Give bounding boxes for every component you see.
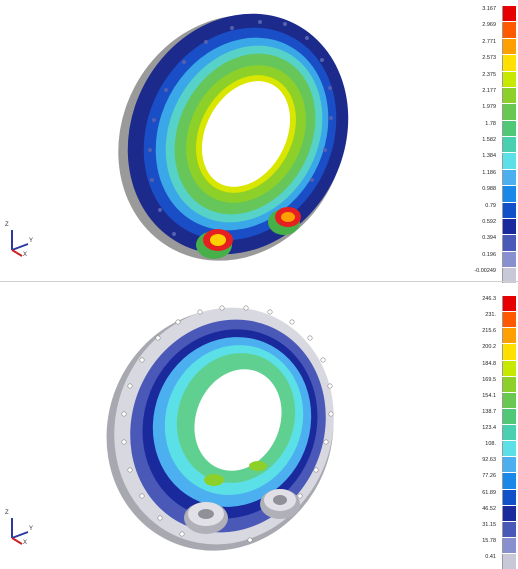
legend-swatch (502, 521, 516, 537)
legend-label: 138.7 (482, 408, 496, 415)
triad-y-label: Y (29, 526, 34, 532)
legend-swatch (502, 489, 516, 505)
legend-label: 1.186 (482, 169, 496, 176)
legend-swatch (502, 328, 516, 344)
legend-swatch (502, 202, 516, 218)
triad-z-label: Z (5, 510, 9, 516)
legend-swatch (502, 376, 516, 392)
legend-swatch (502, 6, 516, 22)
color-legend: 246.3 231. 215.6 200.2 184.8 169.5 154.1 138.7 1… (460, 296, 518, 569)
legend-label: 2.375 (482, 71, 496, 78)
legend-swatch (502, 186, 516, 202)
legend-swatch (502, 360, 516, 376)
panel-divider (0, 281, 518, 282)
legend-label: 15.78 (482, 537, 496, 544)
coordinate-triad: Z Y X (2, 220, 38, 260)
legend-swatch (502, 87, 516, 104)
legend-swatch (502, 408, 516, 424)
legend-swatch (502, 104, 516, 120)
legend-label: 0.41 (485, 554, 496, 560)
legend-label: 2.573 (482, 55, 496, 62)
boss-right (260, 489, 300, 519)
legend-swatch (502, 169, 516, 186)
legend-swatch (502, 441, 516, 457)
legend-swatch (502, 296, 516, 312)
legend-swatch (502, 71, 516, 87)
legend-swatch (502, 473, 516, 489)
legend-label: 2.771 (482, 38, 496, 45)
legend-label: 46.52 (482, 505, 496, 512)
flange-stress-contour-view (106, 305, 334, 551)
legend-swatch (502, 344, 516, 360)
legend-label: 3.167 (482, 6, 496, 12)
legend-swatch (502, 22, 516, 38)
legend-label: 1.582 (482, 137, 496, 143)
triad-y-label: Y (29, 238, 34, 244)
legend-label: 1.384 (482, 153, 496, 160)
legend-label: 200.2 (482, 344, 496, 351)
boss-left (184, 502, 228, 534)
displacement-result-panel: Z Y X 3.167 2.969 2.771 2.573 2.375 2.177 1.97… (0, 0, 518, 284)
legend-swatch (502, 218, 516, 235)
boss-left (196, 229, 233, 259)
legend-swatch (502, 505, 516, 521)
legend-swatch (502, 235, 516, 251)
legend-label: 0.79 (485, 202, 496, 209)
legend-swatch (502, 392, 516, 408)
legend-label: 31.15 (482, 521, 496, 528)
flange-bore-hole (201, 81, 291, 187)
legend-label: 231. (485, 312, 496, 319)
color-legend: 3.167 2.969 2.771 2.573 2.375 2.177 1.979 1.78 1… (460, 6, 518, 284)
triad-z-label: Z (5, 222, 9, 228)
legend-label: 215.6 (482, 328, 496, 335)
legend-swatch (502, 312, 516, 328)
legend-swatch (502, 120, 516, 136)
legend-label: 169.5 (482, 376, 496, 383)
legend-swatch (502, 425, 516, 441)
flange-bore-hole (194, 369, 282, 471)
legend-label: 0.988 (482, 186, 496, 193)
legend-label: 154.1 (482, 392, 496, 399)
triad-x-label: X (23, 252, 28, 258)
bolt-holes (148, 20, 333, 236)
legend-swatch (502, 153, 516, 169)
legend-swatch (502, 537, 516, 553)
legend-label: 61.89 (482, 489, 496, 496)
legend-label: 108. (485, 441, 496, 448)
legend-label: 77.26 (482, 473, 496, 480)
legend-swatch (502, 554, 516, 569)
legend-label: -0.00249 (474, 268, 496, 274)
bolt-holes (121, 305, 334, 543)
legend-label: 2.177 (482, 87, 496, 94)
legend-swatch (502, 251, 516, 267)
legend-label: 2.969 (482, 22, 496, 29)
stress-result-panel: Z Y X 246.3 231. 215.6 200.2 184.8 169.5 154.1… (0, 290, 518, 569)
legend-label: 1.979 (482, 104, 496, 111)
legend-label: 92.63 (482, 457, 496, 464)
legend-label: 184.8 (482, 360, 496, 367)
stress-hotspots (204, 461, 267, 486)
legend-swatch (502, 268, 516, 284)
legend-label: 0.394 (482, 235, 496, 242)
legend-label: 246.3 (482, 296, 496, 302)
legend-label: 0.592 (482, 218, 496, 225)
coordinate-triad: Z Y X (2, 508, 38, 548)
legend-swatch (502, 457, 516, 473)
legend-swatch (502, 38, 516, 55)
legend-swatch (502, 137, 516, 153)
legend-label: 1.78 (485, 120, 496, 127)
legend-label: 0.196 (482, 251, 496, 258)
triad-x-label: X (23, 540, 28, 546)
boss-right (268, 207, 301, 235)
legend-label: 123.4 (482, 425, 496, 431)
legend-swatch (502, 55, 516, 71)
flange-displacement-contour-view (118, 13, 349, 261)
